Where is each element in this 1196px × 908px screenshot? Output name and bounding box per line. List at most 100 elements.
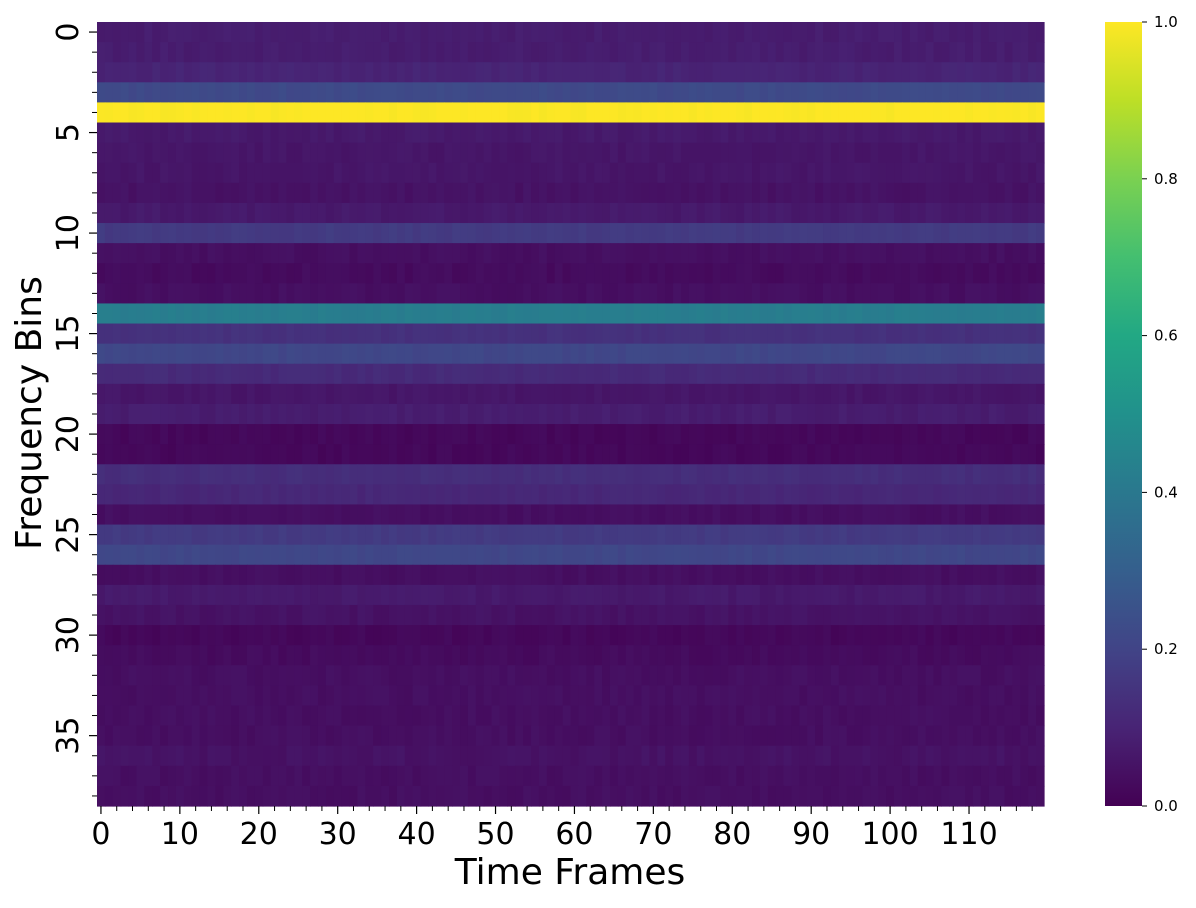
- heatmap-cell: [231, 22, 240, 43]
- heatmap-cell: [878, 685, 887, 707]
- heatmap-cell: [97, 765, 106, 787]
- heatmap-cell: [1028, 705, 1037, 727]
- heatmap-cell: [673, 283, 682, 305]
- heatmap-cell: [586, 444, 595, 465]
- heatmap-cell: [144, 122, 153, 144]
- heatmap-cell: [846, 785, 856, 807]
- heatmap-cell: [696, 524, 706, 546]
- heatmap-cell: [688, 263, 698, 284]
- heatmap-cell: [823, 162, 832, 184]
- heatmap-cell: [838, 685, 848, 707]
- heatmap-cell: [886, 102, 895, 124]
- heatmap-cell: [546, 604, 556, 626]
- heatmap-cell: [270, 705, 280, 727]
- heatmap-cell: [420, 745, 430, 767]
- heatmap-cell: [894, 403, 903, 425]
- heatmap-cell: [925, 544, 935, 566]
- heatmap-cell: [815, 223, 824, 244]
- heatmap-cell: [775, 283, 785, 305]
- heatmap-cell: [428, 122, 437, 144]
- heatmap-cell: [436, 665, 445, 686]
- heatmap-cell: [901, 665, 911, 686]
- heatmap-cell: [894, 625, 903, 646]
- heatmap-cell: [199, 444, 209, 465]
- heatmap-cell: [791, 182, 800, 204]
- heatmap-cell: [183, 343, 193, 365]
- heatmap-cell: [917, 102, 927, 124]
- heatmap-cell: [191, 645, 201, 666]
- heatmap-cell: [712, 182, 722, 204]
- heatmap-cell: [862, 625, 871, 646]
- colorbar-tick-label: 0.8: [1154, 170, 1178, 188]
- heatmap-cell: [1012, 484, 1021, 506]
- heatmap-cell: [191, 584, 201, 606]
- heatmap-cell: [609, 725, 619, 747]
- heatmap-cell: [949, 303, 958, 325]
- heatmap-cell: [815, 705, 824, 727]
- heatmap-cell: [349, 303, 359, 325]
- heatmap-cell: [594, 765, 603, 787]
- heatmap-cell: [128, 725, 138, 747]
- heatmap-cell: [704, 464, 714, 485]
- heatmap-cell: [191, 484, 201, 506]
- heatmap-cell: [830, 484, 840, 506]
- heatmap-cell: [207, 82, 216, 104]
- heatmap-cell: [680, 142, 690, 164]
- heatmap-cell: [546, 625, 556, 646]
- heatmap-cell: [104, 625, 114, 646]
- heatmap-cell: [381, 685, 390, 707]
- heatmap-cell: [554, 745, 564, 767]
- heatmap-cell: [673, 263, 682, 284]
- heatmap-cell: [467, 665, 477, 686]
- heatmap-cell: [531, 22, 540, 43]
- heatmap-cell: [609, 42, 619, 63]
- heatmap-cell: [404, 383, 414, 405]
- heatmap-cell: [452, 82, 461, 104]
- heatmap-cell: [736, 162, 745, 184]
- heatmap-cell: [696, 202, 706, 224]
- heatmap-cell: [302, 604, 311, 626]
- heatmap-cell: [199, 745, 209, 767]
- heatmap-cell: [641, 785, 651, 807]
- heatmap-cell: [333, 564, 343, 586]
- heatmap-cell: [665, 745, 674, 767]
- heatmap-cell: [349, 564, 359, 586]
- heatmap-cell: [680, 725, 690, 747]
- heatmap-cell: [175, 403, 185, 425]
- heatmap-cell: [838, 303, 848, 325]
- heatmap-cell: [870, 363, 879, 385]
- heatmap-cell: [436, 343, 445, 365]
- heatmap-cell: [807, 745, 816, 767]
- heatmap-cell: [617, 363, 627, 385]
- heatmap-cell: [649, 785, 658, 807]
- heatmap-cell: [823, 122, 832, 144]
- heatmap-cell: [1012, 745, 1021, 767]
- heatmap-cell: [996, 604, 1006, 626]
- heatmap-cell: [957, 584, 966, 606]
- heatmap-cell: [475, 645, 485, 666]
- heatmap-cell: [854, 62, 864, 83]
- heatmap-cell: [846, 82, 856, 104]
- heatmap-cell: [310, 604, 319, 626]
- heatmap-cell: [554, 665, 564, 686]
- heatmap-cell: [720, 665, 729, 686]
- heatmap-cell: [168, 283, 177, 305]
- heatmap-cell: [578, 524, 587, 546]
- heatmap-cell: [97, 323, 106, 345]
- heatmap-cell: [886, 584, 895, 606]
- heatmap-cell: [602, 765, 611, 787]
- heatmap-cell: [854, 122, 864, 144]
- heatmap-cell: [641, 283, 651, 305]
- heatmap-cell: [744, 303, 753, 325]
- heatmap-cell: [349, 785, 359, 807]
- heatmap-cell: [909, 604, 919, 626]
- heatmap-cell: [901, 142, 911, 164]
- heatmap-cell: [925, 765, 935, 787]
- heatmap-cell: [191, 685, 201, 707]
- heatmap-cell: [980, 625, 990, 646]
- heatmap-cell: [412, 444, 422, 465]
- heatmap-cell: [917, 303, 927, 325]
- heatmap-cell: [807, 665, 816, 686]
- heatmap-cell: [436, 745, 445, 767]
- heatmap-cell: [815, 243, 824, 264]
